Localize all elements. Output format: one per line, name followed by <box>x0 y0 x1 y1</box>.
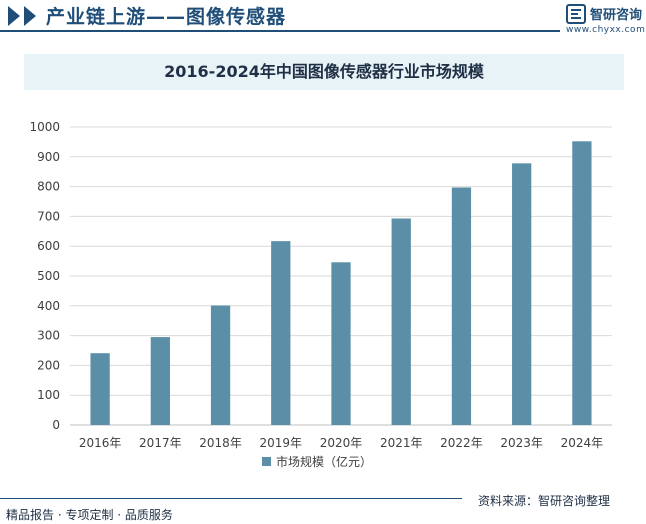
y-tick-label: 400 <box>37 299 60 313</box>
brand-logo-icon <box>566 4 586 24</box>
bar <box>210 305 231 425</box>
bar <box>331 262 351 425</box>
y-tick-label: 600 <box>37 239 60 253</box>
y-tick-label: 700 <box>37 209 60 223</box>
bar <box>512 163 532 425</box>
x-tick-label: 2023年 <box>500 436 543 450</box>
y-tick-label: 300 <box>37 329 60 343</box>
brand-url: www.chyxx.com <box>566 25 646 35</box>
bar <box>90 353 110 425</box>
x-tick-label: 2016年 <box>79 436 122 450</box>
footer-source: 资料来源：智研咨询整理 <box>478 494 611 508</box>
x-tick-label: 2018年 <box>199 436 242 450</box>
y-tick-label: 800 <box>37 180 60 194</box>
bar <box>451 187 472 425</box>
chart-title: 2016-2024年中国图像传感器行业市场规模 <box>164 62 484 81</box>
chart-title-band: 2016-2024年中国图像传感器行业市场规模 <box>24 54 624 90</box>
x-tick-label: 2021年 <box>380 436 423 450</box>
header-divider <box>0 30 560 32</box>
y-tick-label: 1000 <box>29 120 60 134</box>
bar <box>391 218 411 425</box>
brand-name: 智研咨询 <box>590 8 643 23</box>
page-header: 产业链上游——图像传感器 智研咨询 www.chyxx.com <box>0 0 646 35</box>
bar <box>150 337 170 425</box>
bar <box>271 241 291 425</box>
legend-label: 市场规模（亿元） <box>276 454 372 469</box>
chevron-right-icon <box>24 6 36 26</box>
footer-divider <box>0 498 462 499</box>
x-tick-label: 2019年 <box>260 436 303 450</box>
y-tick-label: 200 <box>37 358 60 372</box>
bar-chart: 0 100 200 300 400 500 600 700 800 900 1000 2016年 201… <box>29 120 612 469</box>
x-tick-label: 2022年 <box>440 436 483 450</box>
y-tick-label: 900 <box>37 150 60 164</box>
footer-tagline: 精品报告 · 专项定制 · 品质服务 <box>6 508 173 522</box>
y-tick-label: 500 <box>37 269 60 283</box>
page-title: 产业链上游——图像传感器 <box>46 6 287 28</box>
y-tick-label: 0 <box>52 418 60 432</box>
x-tick-label: 2024年 <box>561 436 604 450</box>
legend-swatch <box>262 457 271 466</box>
x-tick-label: 2017年 <box>139 436 182 450</box>
bar <box>572 141 592 425</box>
x-tick-label: 2020年 <box>320 436 363 450</box>
chevron-right-icon <box>8 6 20 26</box>
y-tick-label: 100 <box>37 388 60 402</box>
